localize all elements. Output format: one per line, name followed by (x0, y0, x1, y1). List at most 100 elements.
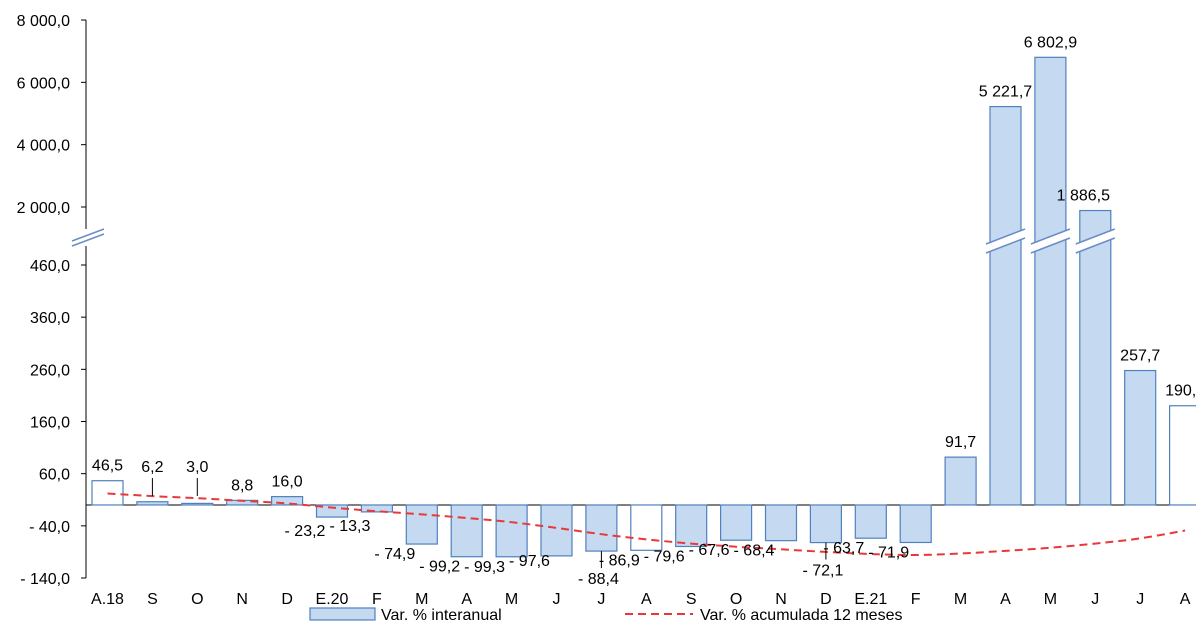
data-label: 6,2 (141, 459, 163, 476)
bar-break-mark (1030, 237, 1071, 254)
x-tick-label: O (191, 591, 203, 608)
bar (315, 504, 349, 518)
data-label: 1 886,5 (1057, 188, 1110, 205)
y-tick-label: 60,0 (39, 467, 70, 484)
x-tick-label: N (236, 591, 248, 608)
data-label: 6 802,9 (1024, 34, 1077, 51)
data-label: - 68,4 (734, 543, 775, 560)
bar-break-mark (1075, 237, 1116, 254)
x-tick-label: M (505, 591, 518, 608)
data-label: 257,7 (1120, 348, 1160, 365)
x-tick-label: A (641, 591, 652, 608)
x-tick-label: A (1000, 591, 1011, 608)
y-tick-label: 4 000,0 (17, 138, 70, 155)
data-label: 46,5 (92, 458, 123, 475)
data-label: - 79,6 (644, 548, 685, 565)
series-line-acumulada (107, 492, 1186, 557)
data-label: - 71,9 (868, 544, 909, 561)
x-tick-label: M (954, 591, 967, 608)
x-tick-label: F (911, 591, 921, 608)
legend-swatch-interanual (309, 607, 376, 621)
data-label: - 63,7 (823, 540, 864, 557)
data-label: - 99,2 (419, 559, 460, 576)
x-tick-label: F (372, 591, 382, 608)
bar (1079, 209, 1112, 506)
bar (1124, 369, 1157, 506)
x-tick-label: O (730, 591, 742, 608)
x-tick-label: A (461, 591, 472, 608)
bar (495, 504, 528, 558)
bar-break-mark (1075, 228, 1116, 245)
bar (136, 501, 169, 506)
axes-group: 8 000,0 6 000,0 4 000,0 2 000,0 460,0 360,0 26… (17, 13, 1192, 608)
bar (854, 504, 887, 539)
x-tick-label: M (1044, 591, 1057, 608)
data-label: 5 221,7 (979, 84, 1032, 101)
data-label: - 74,9 (374, 546, 415, 563)
axis-break-mark (71, 233, 105, 247)
x-tick-label: E.20 (316, 591, 349, 608)
bar (271, 496, 304, 506)
bar (630, 504, 663, 551)
x-tick-label: J (597, 591, 605, 608)
axis-break-mark (71, 228, 105, 242)
x-tick-label: S (686, 591, 697, 608)
x-tick-label: D (281, 591, 293, 608)
bar-break-mark (985, 237, 1026, 254)
x-tick-label: S (147, 591, 158, 608)
bar (450, 504, 483, 558)
bar (181, 502, 214, 506)
data-label: - 88,4 (578, 571, 619, 588)
bar (764, 504, 798, 542)
legend-label-interanual: Var. % interanual (381, 607, 502, 624)
bar-break-gap (1075, 229, 1115, 253)
bar (405, 504, 438, 545)
bar (809, 504, 843, 544)
data-label: 91,7 (945, 434, 976, 451)
y-tick-label: 460,0 (30, 258, 70, 275)
bar (360, 504, 393, 513)
bar-break-mark (1030, 228, 1071, 245)
x-tick-label: A (1180, 591, 1191, 608)
legend-label-acumulada: Var. % acumulada 12 meses (700, 607, 902, 624)
y-tick-label: 6 000,0 (17, 75, 70, 92)
data-label: 3,0 (186, 459, 208, 476)
data-label: - 97,6 (509, 553, 550, 570)
x-tick-label: E.21 (854, 591, 887, 608)
data-label: - 99,3 (464, 559, 505, 576)
x-tick-label: J (1136, 591, 1144, 608)
data-label: - 72,1 (802, 563, 843, 580)
bar (585, 504, 618, 552)
bar (1034, 56, 1067, 506)
bar (899, 504, 932, 544)
data-label: - 86,9 (599, 552, 640, 569)
x-tick-label: N (775, 591, 787, 608)
bar (944, 456, 977, 506)
y-tick-label: - 40,0 (29, 519, 70, 536)
data-label: - 23,2 (285, 523, 326, 540)
bar (719, 504, 753, 541)
legend: Var. % interanual Var. % acumulada 12 mes… (309, 607, 902, 624)
x-tick-label: D (820, 591, 832, 608)
y-tick-label: 360,0 (30, 310, 70, 327)
x-tick-label: A.18 (91, 591, 124, 608)
y-tick-label: 2 000,0 (17, 200, 70, 217)
data-labels-group: 46,5 6,2 3,08,8 16,0- 23,2- 13,3- 74,9- 99,… (92, 34, 1196, 588)
bar-break-gap (986, 229, 1025, 253)
x-tick-label: M (415, 591, 428, 608)
bar (540, 504, 573, 557)
data-label: 16,0 (272, 474, 303, 491)
bar-break-mark (985, 228, 1026, 245)
data-label: 190,2 (1165, 383, 1196, 400)
bar (1168, 405, 1196, 506)
y-tick-label: 260,0 (30, 362, 70, 379)
y-tick-label: 160,0 (30, 415, 70, 432)
bar (989, 105, 1022, 506)
x-tick-label: J (1091, 591, 1099, 608)
bar (91, 480, 124, 506)
y-tick-label: - 140,0 (20, 571, 70, 588)
x-tick-label: J (553, 591, 561, 608)
bar-break-gap (1030, 229, 1070, 253)
